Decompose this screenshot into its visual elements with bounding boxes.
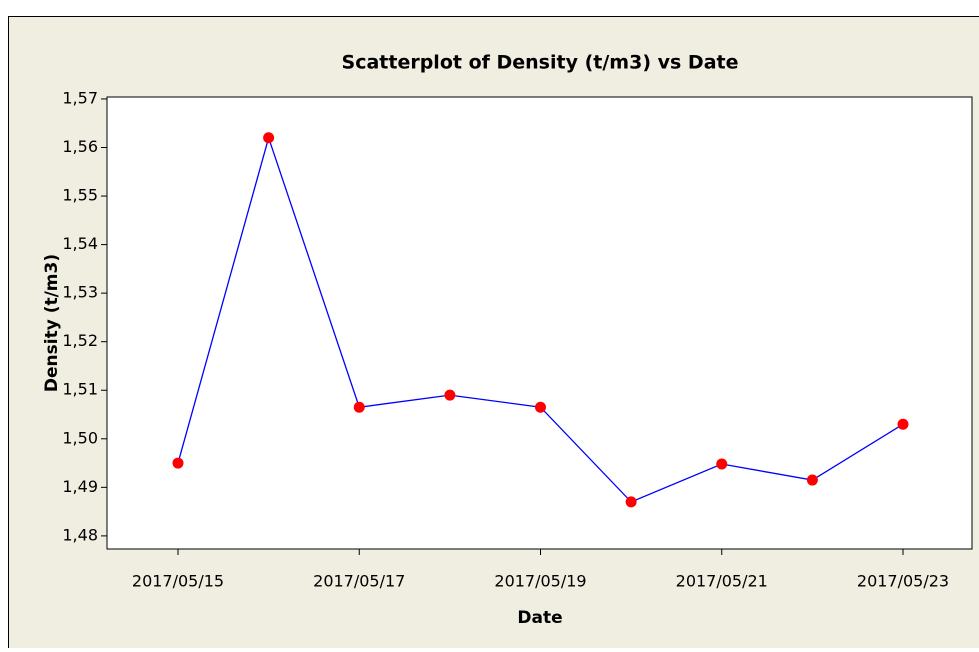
data-point [444, 390, 455, 401]
x-tick-label: 2017/05/19 [494, 572, 586, 591]
y-tick-label: 1,53 [62, 283, 98, 302]
y-tick-label: 1,57 [62, 88, 98, 107]
chart-title: Scatterplot of Density (t/m3) vs Date [342, 52, 739, 74]
y-axis-label: Density (t/m3) [42, 254, 62, 392]
x-tick-label: 2017/05/23 [857, 572, 949, 591]
data-point [263, 132, 274, 143]
data-point [354, 402, 365, 413]
x-axis-label: Date [517, 608, 562, 628]
x-tick-label: 2017/05/15 [132, 572, 224, 591]
data-point [173, 458, 184, 469]
y-tick-label: 1,56 [62, 137, 98, 156]
data-point [898, 419, 909, 430]
y-tick-label: 1,49 [62, 477, 98, 496]
data-point [535, 402, 546, 413]
y-tick-label: 1,50 [62, 428, 98, 447]
y-tick-label: 1,51 [62, 380, 98, 399]
data-point [716, 459, 727, 470]
y-tick-label: 1,55 [62, 186, 98, 205]
y-tick-label: 1,52 [62, 331, 98, 350]
data-point [626, 496, 637, 507]
plot-area [107, 97, 972, 549]
y-tick-label: 1,48 [62, 525, 98, 544]
data-point [807, 475, 818, 486]
x-tick-label: 2017/05/21 [676, 572, 768, 591]
x-tick-label: 2017/05/17 [313, 572, 405, 591]
y-tick-label: 1,54 [62, 234, 98, 253]
